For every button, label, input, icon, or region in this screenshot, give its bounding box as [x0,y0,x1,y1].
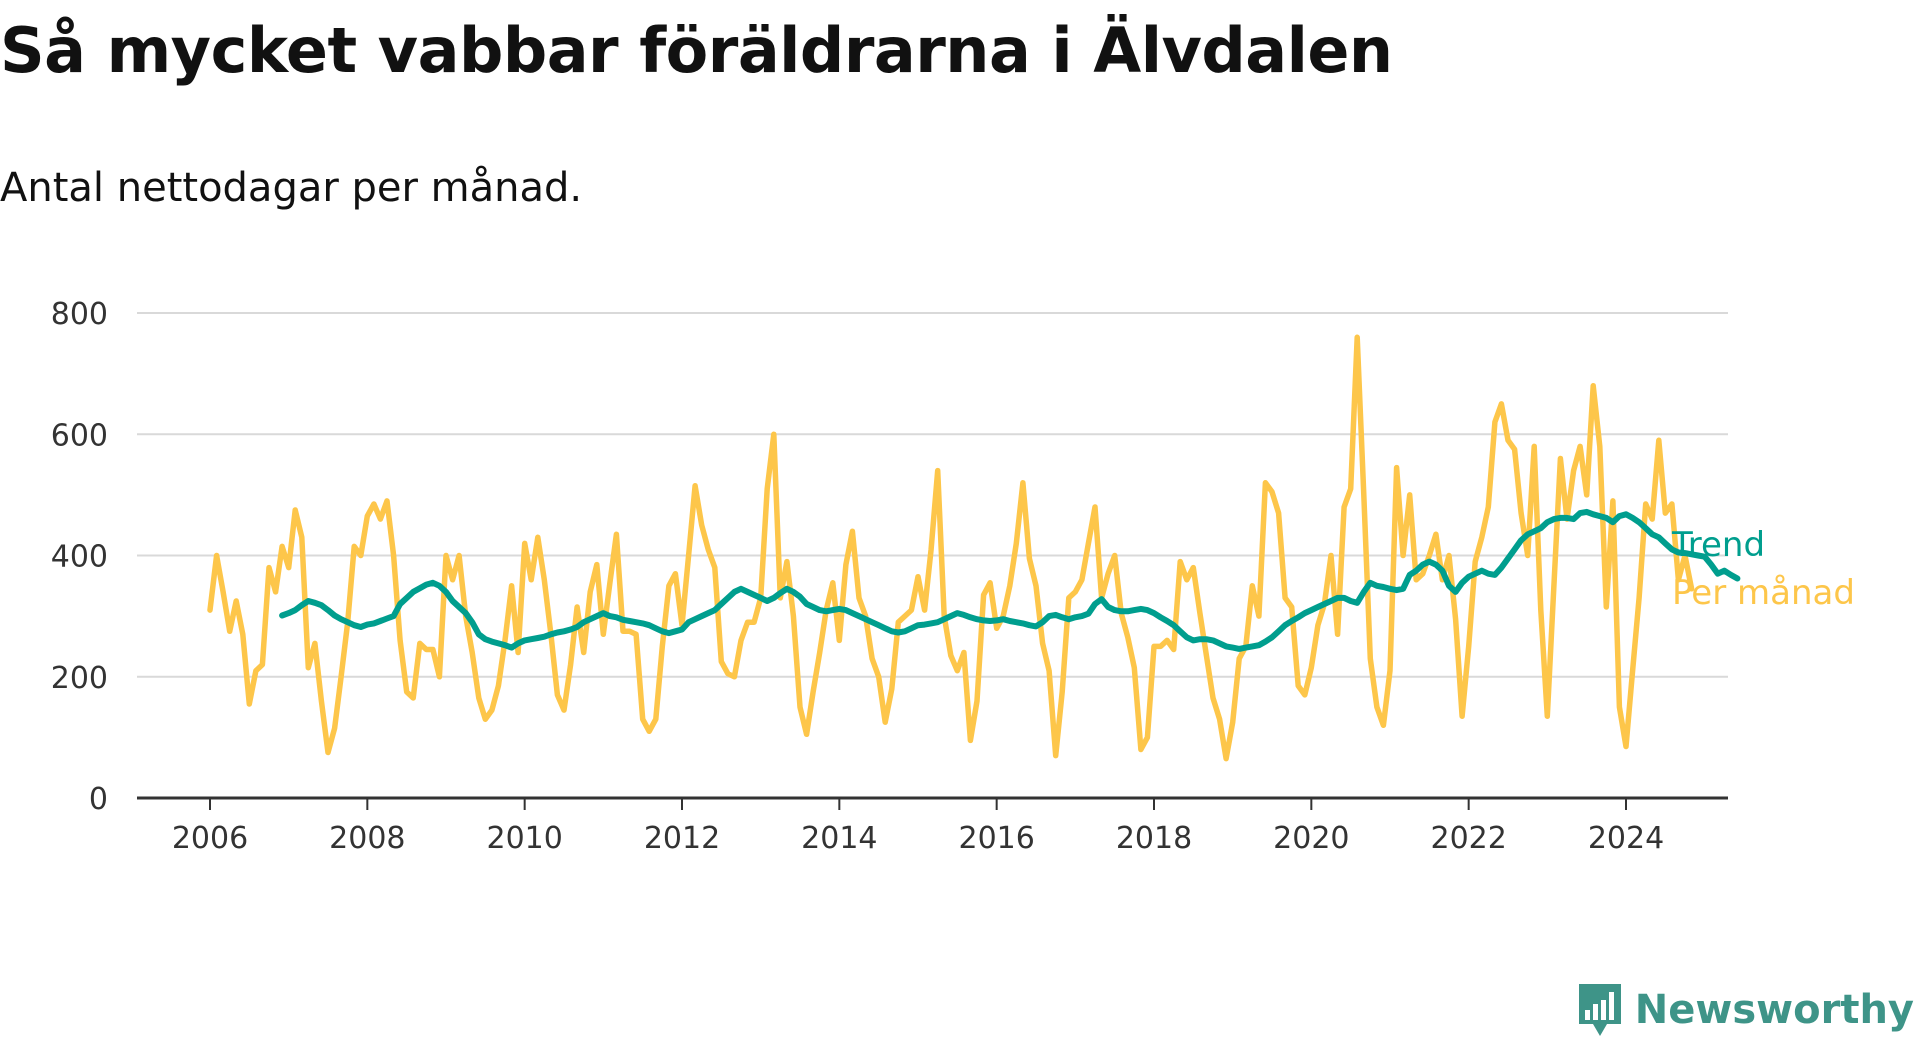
y-tick-label: 400 [51,540,108,575]
chart-title: Så mycket vabbar föräldrarna i Älvdalen [0,14,1393,87]
x-tick-label: 2006 [172,821,248,856]
y-tick-label: 0 [89,782,108,817]
series-line-trend [279,508,1741,652]
x-tick-label: 2022 [1430,821,1506,856]
series-end-label: Trend [1671,525,1765,565]
x-tick-label: 2024 [1588,821,1664,856]
y-tick-label: 200 [51,661,108,696]
x-tick-label: 2016 [958,821,1034,856]
x-tick-label: 2018 [1116,821,1192,856]
x-tick-label: 2020 [1273,821,1349,856]
x-tick-label: 2008 [329,821,405,856]
brand-logo: Newsworthy [1575,980,1914,1040]
chart-subtitle: Antal nettodagar per månad. [0,165,583,211]
x-tick-label: 2012 [644,821,720,856]
y-tick-label: 800 [51,297,108,332]
series-line-monthly [207,334,1695,762]
x-tick-label: 2010 [486,821,562,856]
y-tick-label: 600 [51,418,108,453]
series-end-label: Per månad [1672,573,1855,613]
brand-name: Newsworthy [1634,987,1914,1033]
newsworthy-logo-icon [1578,984,1621,1036]
x-tick-label: 2014 [801,821,877,856]
